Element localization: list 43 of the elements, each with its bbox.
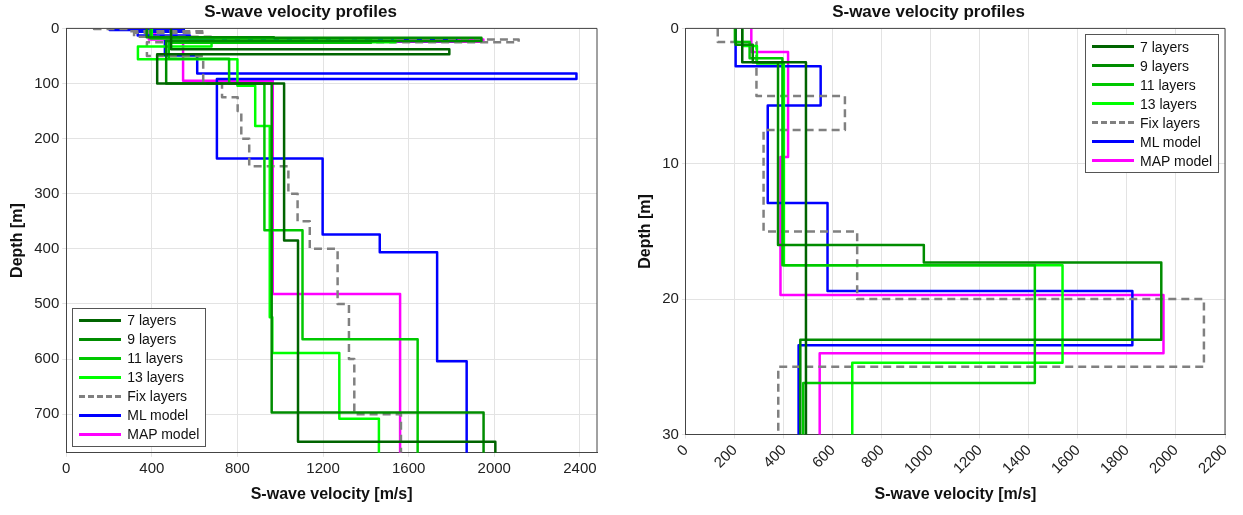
y-tick-label: 0 (670, 18, 679, 36)
x-tick-label: 2400 (563, 458, 597, 476)
legend-label: 11 layers (1140, 76, 1196, 93)
y-axis-title: Depth [m] (8, 203, 26, 278)
x-tick-label: 1600 (391, 458, 426, 476)
legend-label: ML model (127, 407, 189, 424)
y-axis-title: Depth [m] (636, 194, 654, 269)
y-tick-label: 0 (50, 18, 60, 36)
legend-label: MAP model (1140, 152, 1213, 169)
x-tick-label: 2000 (477, 458, 511, 476)
chart-title: S-wave velocity profiles (204, 1, 397, 21)
y-tick-label: 400 (34, 239, 60, 257)
legend-label: 9 layers (127, 331, 177, 348)
x-tick-label: 400 (139, 458, 165, 476)
legend-label: Fix layers (127, 388, 188, 405)
x-tick-label: 200 (710, 440, 740, 471)
x-axis-title: S-wave velocity [m/s] (874, 484, 1037, 502)
y-tick-label: 30 (662, 424, 679, 442)
x-tick-label: 400 (759, 440, 789, 471)
y-tick-label: 700 (34, 404, 60, 422)
legend-label: ML model (1140, 133, 1201, 150)
legend-label: 13 layers (1140, 95, 1197, 112)
y-tick-label: 10 (662, 153, 679, 171)
legend-label: Fix layers (1140, 114, 1200, 131)
x-tick-label: 600 (808, 440, 838, 471)
y-tick-label: 100 (34, 73, 60, 91)
chart-title: S-wave velocity profiles (832, 1, 1025, 21)
x-tick-label: 1200 (306, 458, 340, 476)
legend-label: 7 layers (127, 312, 177, 329)
y-tick-label: 20 (662, 289, 679, 307)
legend-label: 7 layers (1140, 38, 1190, 55)
legend-label: MAP model (127, 426, 200, 443)
y-tick-label: 200 (34, 128, 60, 146)
legend-label: 13 layers (127, 369, 185, 386)
y-tick-label: 600 (34, 349, 60, 367)
legend-label: 11 layers (127, 350, 183, 367)
legend-label: 9 layers (1140, 57, 1190, 74)
y-tick-label: 500 (34, 294, 60, 312)
x-tick-label: 800 (857, 440, 887, 471)
x-tick-label: 0 (62, 458, 71, 476)
y-tick-label: 300 (34, 183, 60, 201)
x-axis-title: S-wave velocity [m/s] (250, 484, 413, 502)
x-tick-label: 800 (224, 458, 250, 476)
